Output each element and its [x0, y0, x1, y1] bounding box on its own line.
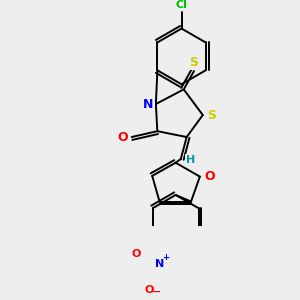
- Text: −: −: [152, 287, 161, 297]
- Text: +: +: [162, 254, 169, 262]
- Text: O: O: [145, 285, 154, 295]
- Text: O: O: [131, 249, 141, 259]
- Text: H: H: [186, 155, 196, 166]
- Text: S: S: [207, 109, 216, 122]
- Text: Cl: Cl: [176, 0, 188, 10]
- Text: N: N: [143, 98, 154, 110]
- Text: S: S: [190, 56, 199, 69]
- Text: O: O: [205, 170, 215, 183]
- Text: N: N: [155, 259, 164, 269]
- Text: O: O: [118, 130, 128, 143]
